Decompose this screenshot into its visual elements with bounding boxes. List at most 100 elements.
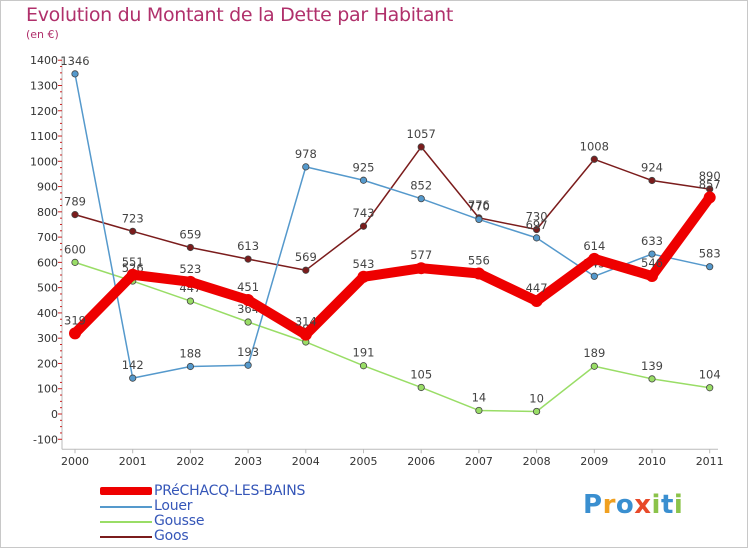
data-point-louer — [71, 70, 79, 78]
data-point-goos — [417, 143, 425, 151]
x-tick-label: 2003 — [234, 455, 262, 468]
data-label-pr-chacq-les-bains: 546 — [641, 256, 663, 270]
x-tick-label: 2002 — [176, 455, 204, 468]
x-tick-label: 2008 — [523, 455, 551, 468]
x-tick-label: 2000 — [61, 455, 89, 468]
data-point-louer — [532, 234, 541, 242]
data-label-gousse: 105 — [410, 367, 432, 381]
x-tick-label: 2007 — [465, 455, 493, 468]
data-point-goos — [71, 211, 79, 219]
data-point-goos — [244, 255, 252, 263]
data-point-louer — [186, 362, 194, 371]
y-tick-label: 1000 — [30, 155, 58, 168]
proxiti-logo: Proxiti — [583, 490, 684, 520]
legend-label-louer: Louer — [154, 498, 193, 514]
data-point-goos — [590, 155, 598, 163]
data-point-gousse — [475, 406, 483, 415]
data-point-pr-chacq-les-bains — [242, 294, 255, 307]
legend-label-gousse: Gousse — [154, 513, 205, 529]
data-label-louer: 978 — [295, 147, 317, 161]
data-point-gousse — [590, 362, 598, 370]
data-label-gousse: 189 — [583, 346, 605, 360]
data-point-pr-chacq-les-bains — [299, 328, 312, 341]
data-label-pr-chacq-les-bains: 857 — [699, 177, 721, 191]
data-point-pr-chacq-les-bains — [357, 270, 370, 283]
data-point-louer — [475, 215, 483, 224]
data-point-goos — [186, 243, 194, 252]
series-line-gousse — [74, 261, 711, 413]
data-label-goos: 789 — [64, 195, 86, 209]
data-point-goos — [129, 227, 137, 235]
x-tick-label: 2006 — [407, 455, 435, 468]
y-tick-label: 700 — [37, 231, 58, 244]
data-point-gousse — [706, 384, 714, 392]
data-label-goos: 890 — [699, 169, 721, 183]
x-tick-label: 2009 — [580, 455, 608, 468]
data-point-pr-chacq-les-bains — [415, 262, 428, 275]
data-point-louer — [302, 163, 310, 171]
legend-label-goos: Goos — [154, 528, 189, 544]
data-point-louer — [648, 250, 656, 258]
data-point-pr-chacq-les-bains — [69, 327, 81, 340]
y-tick-label: 100 — [37, 383, 58, 396]
legend-swatch-prechacq — [100, 487, 152, 495]
data-label-gousse: 10 — [529, 391, 544, 405]
y-tick-label: 500 — [37, 282, 58, 295]
y-tick-label: 1200 — [30, 105, 58, 118]
data-point-pr-chacq-les-bains — [530, 295, 543, 308]
x-tick-label: 2004 — [292, 455, 320, 468]
data-label-louer: 193 — [237, 345, 259, 359]
data-point-gousse — [244, 318, 252, 326]
data-label-goos: 613 — [237, 239, 259, 253]
data-point-pr-chacq-les-bains — [472, 267, 485, 280]
data-label-louer: 770 — [468, 199, 490, 213]
legend-swatch-gousse — [100, 521, 152, 523]
y-tick-label: 300 — [37, 332, 58, 345]
chart-subtitle: (en €) — [26, 28, 59, 41]
data-point-louer — [417, 195, 425, 203]
data-point-gousse — [359, 362, 368, 370]
y-tick-label: 600 — [37, 256, 58, 269]
series-line-louer — [74, 73, 711, 379]
data-point-louer — [706, 263, 714, 271]
data-label-goos: 924 — [641, 161, 663, 175]
y-tick-label: -100 — [33, 433, 58, 446]
data-label-louer: 1346 — [60, 54, 89, 68]
x-tick-label: 2010 — [638, 455, 666, 468]
y-tick-label: 200 — [37, 357, 58, 370]
data-label-pr-chacq-les-bains: 551 — [122, 255, 144, 269]
data-label-gousse: 191 — [353, 346, 375, 360]
y-tick-label: 1100 — [30, 130, 58, 143]
data-point-gousse — [648, 375, 656, 383]
data-label-goos: 776 — [468, 198, 490, 212]
data-point-louer — [129, 374, 137, 382]
data-label-louer: 633 — [641, 234, 663, 248]
x-tick-label: 2005 — [350, 455, 378, 468]
data-label-goos: 730 — [526, 210, 548, 224]
data-point-goos — [302, 266, 310, 274]
data-point-goos — [359, 222, 368, 230]
data-label-gousse: 139 — [641, 359, 663, 373]
chart-title: Evolution du Montant de la Dette par Hab… — [26, 4, 454, 26]
legend-swatch-goos — [100, 536, 152, 538]
y-tick-label: 0 — [51, 408, 58, 421]
data-label-pr-chacq-les-bains: 577 — [410, 248, 432, 262]
y-tick-label: 800 — [37, 206, 58, 219]
data-point-pr-chacq-les-bains — [184, 275, 197, 288]
data-label-louer: 697 — [526, 218, 548, 232]
data-label-goos: 569 — [295, 250, 317, 264]
data-label-goos: 743 — [353, 206, 375, 220]
series-line-pr-chacq-les-bains — [70, 192, 715, 340]
data-point-goos — [648, 176, 656, 185]
data-label-pr-chacq-les-bains: 523 — [179, 262, 201, 276]
data-label-louer: 142 — [122, 358, 144, 372]
data-label-pr-chacq-les-bains: 447 — [526, 281, 548, 295]
legend-label-prechacq: PRéCHACQ-LES-BAINS — [154, 483, 306, 499]
data-label-pr-chacq-les-bains: 319 — [64, 313, 86, 327]
data-point-pr-chacq-les-bains — [646, 270, 658, 283]
data-label-pr-chacq-les-bains: 556 — [468, 253, 490, 267]
data-point-louer — [590, 272, 598, 280]
y-tick-label: 1400 — [30, 54, 58, 67]
